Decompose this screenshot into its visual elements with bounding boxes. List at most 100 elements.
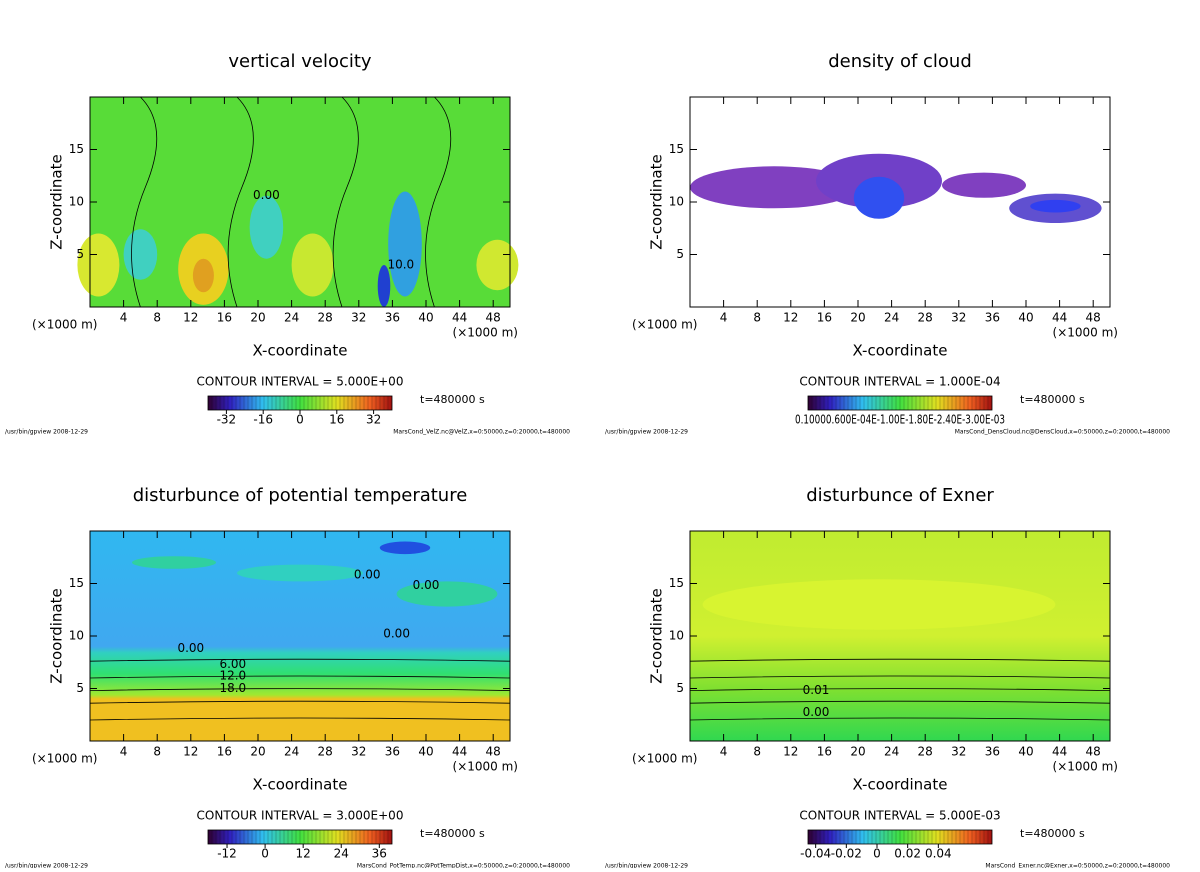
footer-right: MarsCond_DensCloud.nc@DensCloud,x=0:5000… [955, 429, 1170, 436]
colorbar-tick-label: -0.02 [831, 847, 862, 861]
x-tick-label: 48 [1086, 745, 1101, 759]
field-region [396, 581, 498, 607]
contour-line [89, 688, 511, 691]
panel-title: disturbunce of Exner [806, 485, 994, 506]
x-tick-label: 24 [884, 311, 899, 325]
x-tick-label: 24 [884, 745, 899, 759]
y-tick-label: 15 [669, 142, 684, 156]
field-region [377, 265, 391, 307]
field-region [476, 239, 519, 291]
panel-title: vertical velocity [228, 51, 372, 72]
contour-line [332, 96, 359, 308]
contour-label: 18.0 [219, 681, 246, 695]
footer-right: MarsCond_Exner.nc@Exner,x=0:50000,z=0:20… [985, 863, 1170, 869]
unit-label: (×1000 m) [1053, 760, 1118, 774]
contour-label: 0.00 [383, 626, 410, 640]
x-tick-label: 20 [250, 745, 265, 759]
y-tick-label: 10 [669, 195, 684, 209]
contour-line [425, 96, 452, 308]
y-tick-label: 5 [676, 681, 684, 695]
contour-line [689, 675, 1111, 679]
x-tick-label: 12 [183, 311, 198, 325]
field-region [132, 556, 216, 569]
time-label: t=480000 s [1020, 827, 1085, 840]
contour-label: 0.00 [354, 568, 381, 582]
x-axis-label: X-coordinate [853, 776, 948, 794]
contour-line [89, 717, 511, 721]
field-region [379, 541, 431, 555]
time-label: t=480000 s [420, 393, 485, 406]
footer-left: /usr/bin/gpview 2008-12-29 [605, 429, 688, 436]
colorbar-tick-label: -32 [217, 413, 237, 427]
x-axis-label: X-coordinate [853, 342, 948, 360]
colorbar-tick-label: 16 [329, 413, 344, 427]
x-tick-label: 24 [284, 745, 299, 759]
colorbar-tick-label: 24 [334, 847, 349, 861]
colorbar-tick-label: -12 [217, 847, 237, 861]
contour-label: 0.01 [803, 683, 830, 697]
footer-left: /usr/bin/gpview 2008-12-29 [605, 863, 688, 869]
x-tick-label: 12 [783, 745, 798, 759]
colorbar-tick-label: 12 [296, 847, 311, 861]
field-region [690, 166, 858, 209]
contour-label: 6.00 [219, 657, 246, 671]
y-tick-label: 15 [669, 576, 684, 590]
x-tick-label: 40 [418, 745, 433, 759]
colorbar-tick-label: 0 [261, 847, 269, 861]
field-region [1030, 199, 1081, 213]
x-tick-label: 48 [486, 311, 501, 325]
contour-line [689, 700, 1111, 704]
y-tick-label: 5 [76, 247, 84, 261]
x-tick-label: 8 [153, 311, 161, 325]
x-tick-label: 32 [951, 311, 966, 325]
field-region [702, 579, 1056, 630]
x-tick-label: 44 [1052, 745, 1067, 759]
contour-line [131, 96, 158, 308]
field-region [388, 191, 422, 297]
contour-label: 0.00 [803, 705, 830, 719]
panel-title: density of cloud [828, 51, 972, 72]
field-region [123, 229, 158, 280]
x-tick-label: 4 [120, 311, 128, 325]
x-tick-label: 48 [486, 745, 501, 759]
x-tick-label: 40 [1018, 311, 1033, 325]
x-tick-label: 8 [753, 311, 761, 325]
unit-label: (×1000 m) [632, 752, 697, 766]
x-tick-label: 16 [217, 311, 232, 325]
colorbar-tick-label: 0.02 [894, 847, 921, 861]
y-tick-label: 10 [69, 195, 84, 209]
x-tick-label: 36 [385, 745, 400, 759]
y-tick-label: 15 [69, 142, 84, 156]
x-tick-label: 48 [1086, 311, 1101, 325]
footer-right: MarsCond_PotTemp.nc@PotTempDist,x=0:5000… [357, 863, 570, 869]
contour-label: 0.00 [253, 188, 280, 202]
colorbar-tick-label: -0.04 [800, 847, 831, 861]
contour-line [89, 675, 511, 679]
x-tick-label: 40 [418, 311, 433, 325]
y-tick-label: 15 [69, 576, 84, 590]
x-tick-label: 28 [318, 311, 333, 325]
contour-interval: CONTOUR INTERVAL = 1.000E-04 [799, 375, 1000, 389]
y-tick-label: 10 [669, 629, 684, 643]
x-tick-label: 4 [720, 745, 728, 759]
footer-left: /usr/bin/gpview 2008-12-29 [5, 429, 88, 436]
contour-interval: CONTOUR INTERVAL = 5.000E+00 [197, 375, 404, 389]
x-tick-label: 20 [850, 311, 865, 325]
x-tick-label: 28 [918, 311, 933, 325]
panel-title: disturbunce of potential temperature [133, 485, 468, 506]
x-tick-label: 44 [452, 745, 467, 759]
time-label: t=480000 s [1020, 393, 1085, 406]
panel: disturbunce of potential temperature 4 8 12… [5, 485, 570, 870]
colorbar-tick-label: 32 [366, 413, 381, 427]
footer-right: MarsCond_VelZ.nc@VelZ,x=0:50000,z=0:2000… [393, 429, 570, 436]
x-tick-label: 36 [985, 311, 1000, 325]
unit-label: (×1000 m) [32, 752, 97, 766]
field-region [237, 564, 363, 582]
colorbar-label: 0.10000.600E-04E-1.00E-1.80E-2.40E-3.00E… [795, 413, 1005, 427]
x-tick-label: 4 [120, 745, 128, 759]
field-region [291, 233, 334, 297]
x-tick-label: 12 [783, 311, 798, 325]
time-label: t=480000 s [420, 827, 485, 840]
